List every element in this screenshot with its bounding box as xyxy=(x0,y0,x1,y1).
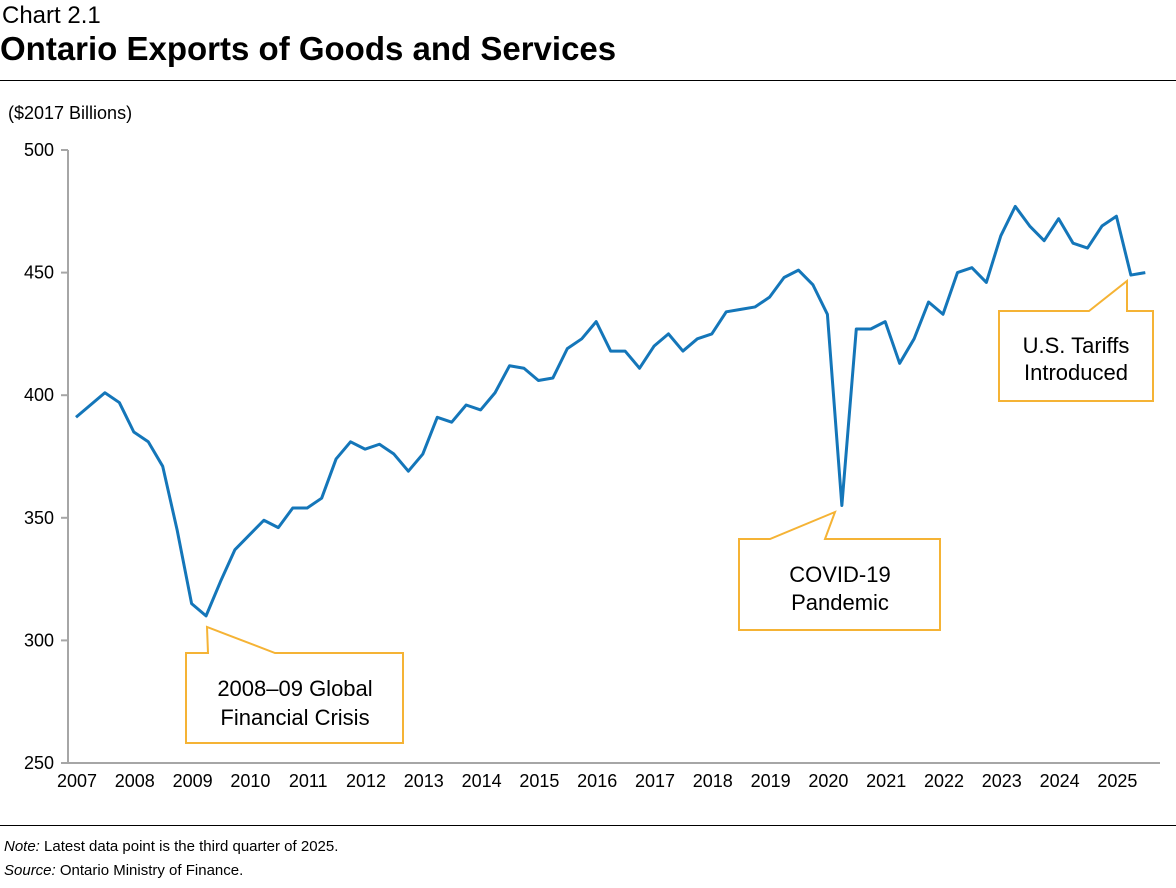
x-tick-label: 2014 xyxy=(462,771,502,791)
y-tick-label: 450 xyxy=(24,263,54,283)
x-tick-label: 2022 xyxy=(924,771,964,791)
callout-text: 2008–09 Global xyxy=(217,676,372,701)
x-tick-label: 2015 xyxy=(519,771,559,791)
callout-box xyxy=(738,510,941,631)
callout-text: COVID-19 xyxy=(789,562,890,587)
x-tick-label: 2020 xyxy=(808,771,848,791)
callout-box xyxy=(998,278,1154,402)
x-tick-label: 2009 xyxy=(173,771,213,791)
y-tick-label: 300 xyxy=(24,630,54,650)
source-label: Source: xyxy=(4,862,56,879)
x-tick-label: 2019 xyxy=(751,771,791,791)
callout-text: Financial Crisis xyxy=(220,705,369,730)
x-tick-label: 2010 xyxy=(230,771,270,791)
y-tick-label: 400 xyxy=(24,385,54,405)
y-tick-label: 500 xyxy=(24,140,54,160)
chart-title: Ontario Exports of Goods and Services xyxy=(0,30,617,67)
series xyxy=(75,204,1146,618)
x-tick-label: 2021 xyxy=(866,771,906,791)
footer-rule xyxy=(0,825,1176,826)
source-note: Source: Ontario Ministry of Finance. xyxy=(4,862,243,879)
x-tick-label: 2025 xyxy=(1097,771,1137,791)
callout-text: Pandemic xyxy=(791,590,889,615)
footnote: Note: Latest data point is the third qua… xyxy=(4,838,338,855)
x-tick-label: 2023 xyxy=(982,771,1022,791)
x-tick-label: 2007 xyxy=(57,771,97,791)
y-tick-label: 350 xyxy=(24,508,54,528)
chart-number: Chart 2.1 xyxy=(2,2,101,29)
x-tick-label: 2024 xyxy=(1040,771,1080,791)
y-axis: 250 300 350 400 450 500 xyxy=(24,140,69,773)
callout-text: Introduced xyxy=(1024,360,1128,385)
source-text: Ontario Ministry of Finance. xyxy=(55,862,244,879)
y-axis-label: ($2017 Billions) xyxy=(8,103,132,123)
x-tick-label: 2016 xyxy=(577,771,617,791)
x-tick-label: 2012 xyxy=(346,771,386,791)
x-tick-label: 2013 xyxy=(404,771,444,791)
callouts: 2008–09 Global Financial Crisis COVID-19 Pa… xyxy=(185,278,1154,744)
y-tick-label: 250 xyxy=(24,753,54,773)
callout-covid: COVID-19 Pandemic xyxy=(738,510,941,631)
x-tick-label: 2018 xyxy=(693,771,733,791)
note-label: Note: xyxy=(4,838,40,855)
x-tick-label: 2017 xyxy=(635,771,675,791)
data-line xyxy=(75,204,1146,618)
x-tick-label: 2011 xyxy=(289,771,328,791)
callout-financial-crisis: 2008–09 Global Financial Crisis xyxy=(185,625,404,744)
x-axis: 2007 2008 2009 2010 2011 2012 2013 2014 2015 2016… xyxy=(57,762,1160,791)
x-tick-label: 2008 xyxy=(115,771,155,791)
callout-text: U.S. Tariffs xyxy=(1023,333,1130,358)
note-text: Latest data point is the third quarter o… xyxy=(39,838,339,855)
title-rule xyxy=(0,80,1176,81)
callout-box xyxy=(185,625,404,744)
